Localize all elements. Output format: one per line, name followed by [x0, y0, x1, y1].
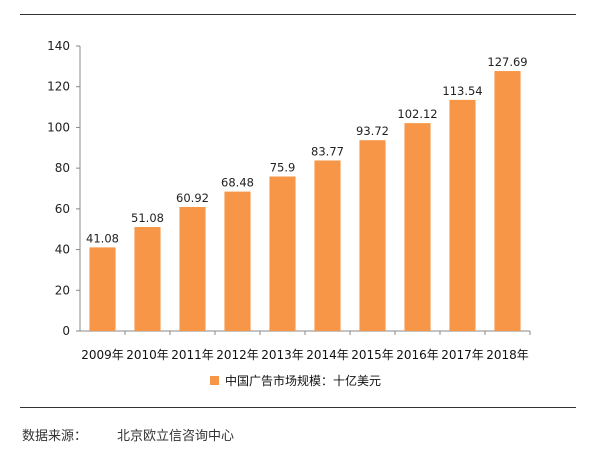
x-tick-label: 2010年	[126, 348, 169, 362]
x-tick-label: 2011年	[171, 348, 214, 362]
bar	[494, 71, 521, 332]
bottom-rule	[20, 407, 576, 408]
y-tick-label: 140	[47, 39, 70, 53]
x-tick-label: 2017年	[441, 348, 484, 362]
x-tick-label: 2014年	[306, 348, 349, 362]
x-tick-label: 2009年	[81, 348, 124, 362]
data-label: 75.9	[270, 160, 296, 174]
y-tick-label: 120	[47, 80, 70, 94]
data-label: 68.48	[221, 176, 254, 190]
x-tick-label: 2012年	[216, 348, 259, 362]
y-tick-label: 20	[55, 283, 70, 297]
x-tick-label: 2013年	[261, 348, 304, 362]
bar-chart: 0 20 40 60 80 100 120 140 41.08 2009年 51.08 2010年 6…	[47, 39, 531, 362]
bar	[179, 206, 206, 331]
data-label: 41.08	[86, 231, 119, 245]
bar	[359, 140, 386, 331]
data-label: 60.92	[176, 191, 209, 205]
y-tick-label: 100	[47, 120, 70, 134]
y-tick-label: 80	[55, 161, 70, 175]
data-label: 127.69	[487, 55, 527, 69]
bar	[314, 160, 341, 331]
x-tick-label: 2018年	[486, 348, 529, 362]
chart-bars	[89, 71, 521, 332]
chart-legend: 中国广告市场规模：十亿美元	[210, 371, 381, 389]
data-label: 102.12	[397, 107, 437, 121]
y-tick-label: 40	[55, 243, 70, 257]
x-tick-label: 2015年	[351, 348, 394, 362]
data-label: 93.72	[356, 124, 389, 138]
bar	[89, 247, 116, 331]
bar	[269, 176, 296, 331]
y-tick-label: 0	[62, 324, 70, 338]
legend-label: 中国广告市场规模：十亿美元	[225, 373, 382, 388]
x-tick-label: 2016年	[396, 348, 439, 362]
y-tick-label: 60	[55, 202, 70, 216]
source-value: 北京欧立信咨询中心	[117, 429, 235, 444]
bar	[449, 99, 476, 332]
source-note: 数据来源： 北京欧立信咨询中心	[22, 425, 234, 444]
data-label: 83.77	[311, 144, 344, 158]
bar	[404, 123, 431, 331]
data-label: 113.54	[442, 84, 482, 98]
data-label: 51.08	[131, 211, 164, 225]
bar	[134, 227, 161, 331]
top-rule	[20, 14, 576, 15]
source-label: 数据来源：	[22, 429, 88, 444]
chart-labels: 41.08 2009年 51.08 2010年 60.92 2011年 68.48 2012年…	[81, 55, 529, 362]
bar	[224, 191, 251, 331]
legend-swatch	[210, 375, 219, 385]
